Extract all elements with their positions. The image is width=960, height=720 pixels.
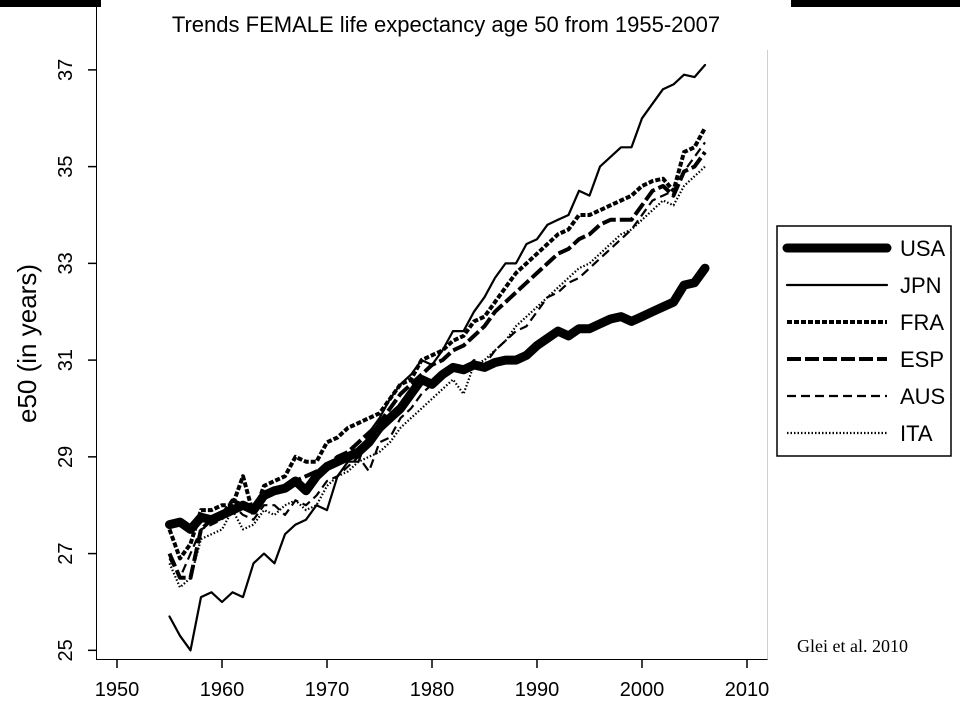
legend: USA JPN FRA ESP AUS ITA — [776, 225, 952, 457]
x-tick-label: 1950 — [95, 679, 140, 701]
y-tick-label: 25 — [55, 639, 77, 661]
series-line-aus — [168, 141, 706, 579]
y-axis-label: e50 (in years) — [12, 264, 42, 423]
x-tick-label: 1980 — [410, 679, 455, 701]
x-axis: 1950 1960 1970 1980 1990 2000 2010 — [95, 660, 770, 701]
legend-box — [776, 225, 952, 457]
series-line-usa — [165, 263, 710, 534]
source-note: Glei et al. 2010 — [797, 636, 908, 656]
series-line-fra — [167, 126, 707, 561]
x-tick-label: 1970 — [305, 679, 350, 701]
chart-title: Trends FEMALE life expectancy age 50 fro… — [101, 0, 791, 50]
y-tick-label: 35 — [55, 155, 77, 177]
legend-label-jpn: JPN — [900, 273, 942, 298]
y-tick-label: 31 — [55, 349, 77, 371]
x-tick-label: 2000 — [620, 679, 665, 701]
series-line-ita — [168, 165, 706, 589]
legend-label-esp: ESP — [900, 347, 944, 372]
series-line-jpn — [168, 63, 707, 652]
legend-label-aus: AUS — [900, 384, 945, 409]
legend-label-ita: ITA — [900, 421, 933, 446]
y-tick-label: 27 — [55, 542, 77, 564]
y-axis: 25 27 29 31 33 35 37 e50 (in years) — [12, 59, 96, 661]
x-tick-label: 1990 — [515, 679, 560, 701]
series-line-esp — [167, 150, 707, 580]
y-tick-label: 29 — [55, 446, 77, 468]
legend-label-usa: USA — [900, 236, 946, 261]
series-layer — [165, 63, 710, 652]
y-tick-label: 37 — [55, 59, 77, 81]
y-tick-label: 33 — [55, 252, 77, 274]
plot-frame — [96, 7, 768, 660]
x-tick-label: 2010 — [725, 679, 770, 701]
legend-label-fra: FRA — [900, 310, 944, 335]
x-tick-label: 1960 — [200, 679, 245, 701]
